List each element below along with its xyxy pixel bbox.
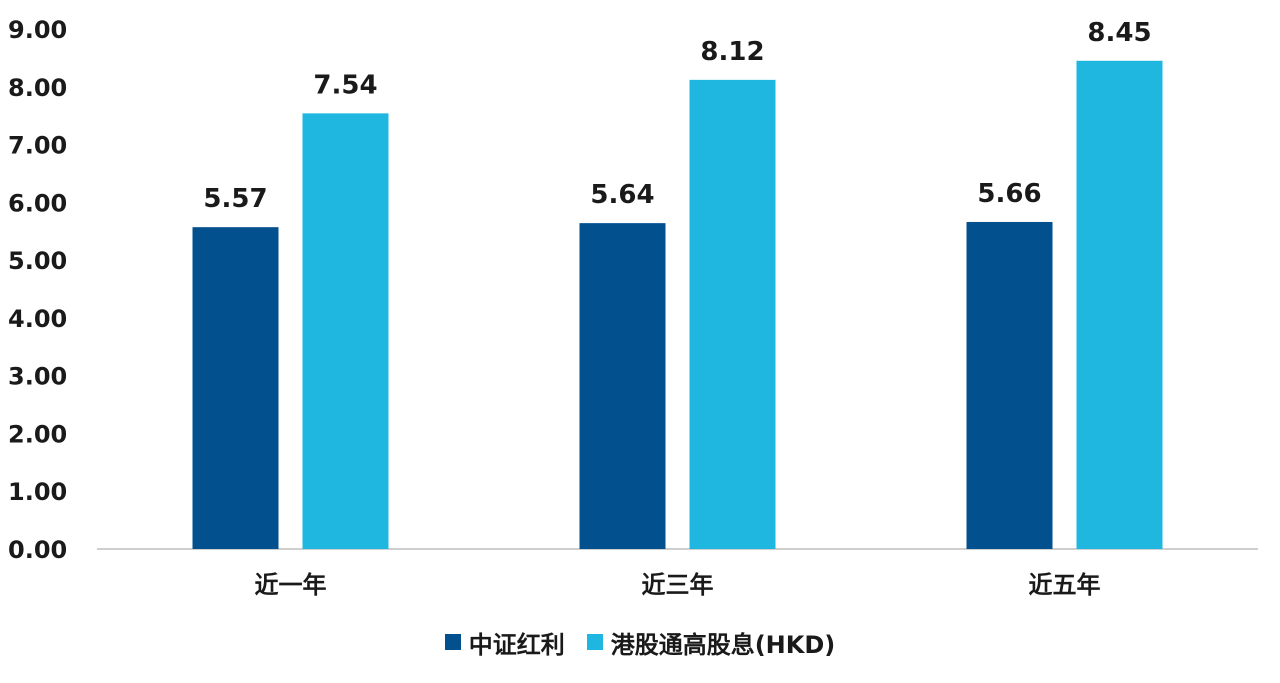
- legend-label-series-2: 港股通高股息(HKD): [610, 630, 836, 659]
- y-tick-label-5: 5.00: [8, 247, 67, 275]
- bar-1-3: [966, 221, 1053, 549]
- data-label-2-2: 8.12: [700, 37, 764, 67]
- data-label-2-3: 8.45: [1087, 18, 1151, 48]
- legend: 中证红利 港股通高股息(HKD): [0, 625, 1280, 660]
- bar-1-2: [579, 223, 666, 549]
- x-tick-label-3: 近五年: [1029, 571, 1101, 599]
- y-tick-label-1: 1.00: [8, 478, 67, 506]
- bar-2-3: [1076, 60, 1163, 550]
- x-tick-label-1: 近一年: [255, 571, 327, 599]
- y-tick-label-8: 8.00: [8, 74, 67, 102]
- bar-2-1: [302, 113, 389, 549]
- y-tick-label-7: 7.00: [8, 132, 67, 160]
- data-label-2-1: 7.54: [313, 70, 377, 100]
- legend-item-series-1: 中证红利: [444, 625, 565, 660]
- bar-2-2: [689, 79, 776, 549]
- bar-1-1: [192, 227, 279, 549]
- data-label-1-2: 5.64: [590, 180, 654, 210]
- y-tick-label-2: 2.00: [8, 420, 67, 448]
- data-label-1-3: 5.66: [977, 179, 1041, 209]
- data-label-1-1: 5.57: [203, 184, 267, 214]
- y-tick-label-0: 0.00: [8, 536, 67, 564]
- x-tick-label-2: 近三年: [642, 571, 714, 599]
- y-tick-label-4: 4.00: [8, 305, 67, 333]
- legend-swatch-series-1: [444, 634, 461, 650]
- y-tick-label-6: 6.00: [8, 189, 67, 217]
- y-tick-label-9: 9.00: [8, 16, 67, 44]
- legend-swatch-series-2: [586, 634, 603, 650]
- legend-label-series-1: 中证红利: [468, 630, 565, 659]
- legend-item-series-2: 港股通高股息(HKD): [586, 625, 836, 660]
- y-tick-label-3: 3.00: [8, 363, 67, 391]
